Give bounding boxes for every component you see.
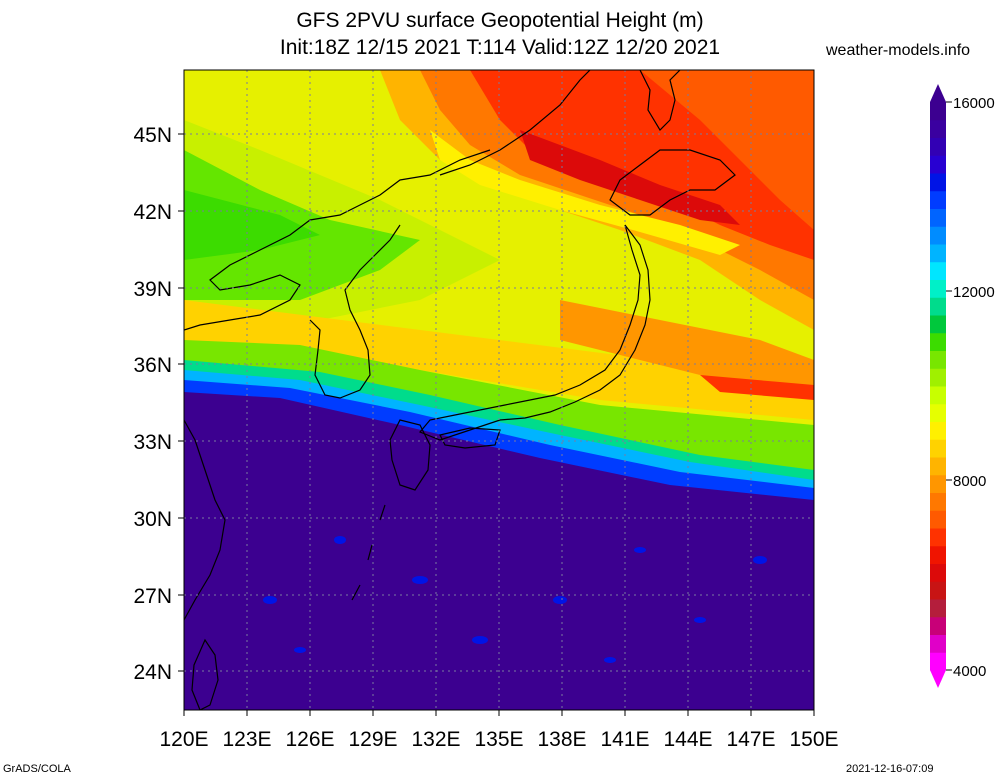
colorbar-cell <box>930 102 946 121</box>
footer-credit: GrADS/COLA <box>3 763 71 775</box>
lat-tick-label: 36N <box>133 354 172 377</box>
colorbar-tick-label: 4000 <box>953 663 986 680</box>
colorbar-cell <box>930 350 946 369</box>
lat-tick-label: 24N <box>133 661 172 684</box>
colorbar-cell <box>930 137 946 156</box>
lat-tick-label: 33N <box>133 431 172 454</box>
colorbar-tick-label: 12000 <box>953 284 995 301</box>
map-subtitle: Init:18Z 12/15 2021 T:114 Valid:12Z 12/2… <box>279 36 721 59</box>
colorbar-cell <box>930 528 946 547</box>
colorbar-cell <box>930 492 946 511</box>
gridlines <box>184 70 814 710</box>
colorbar-bottom-arrow <box>930 670 946 688</box>
lon-tick-label: 144E <box>663 728 712 751</box>
lon-tick-label: 132E <box>411 728 460 751</box>
lon-tick-label: 126E <box>285 728 334 751</box>
source-label: weather-models.info <box>826 42 971 59</box>
lon-tick-label: 147E <box>726 728 775 751</box>
colorbar-cell <box>930 332 946 351</box>
lat-tick-label: 30N <box>133 508 172 531</box>
tick-marks <box>178 133 815 716</box>
lat-tick-label: 27N <box>133 585 172 608</box>
colorbar-cell <box>930 457 946 476</box>
colorbar-cell <box>930 616 946 635</box>
lon-tick-label: 138E <box>537 728 586 751</box>
lon-tick-label: 141E <box>600 728 649 751</box>
colorbar-cell <box>930 474 946 493</box>
lat-tick-label: 39N <box>133 278 172 301</box>
colorbar-tick-label: 8000 <box>953 473 986 490</box>
colorbar-cell <box>930 439 946 458</box>
lon-tick-label: 123E <box>222 728 271 751</box>
colorbar-tick-label: 16000 <box>953 95 995 112</box>
colorbar: 16000 12000 8000 4000 <box>930 84 995 688</box>
colorbar-cell <box>930 403 946 422</box>
colorbar-cell <box>930 244 946 263</box>
lon-tick-labels: 120E 123E 126E 129E 132E 135E 138E 141E … <box>159 728 838 751</box>
colorbar-cell <box>930 315 946 334</box>
lat-tick-label: 42N <box>133 201 172 224</box>
colorbar-cell <box>930 634 946 653</box>
colorbar-cell <box>930 652 946 671</box>
colorbar-top-arrow <box>930 84 946 102</box>
lat-tick-label: 45N <box>133 124 172 147</box>
lat-tick-labels: 45N 42N 39N 36N 33N 30N 27N 24N <box>133 124 172 684</box>
coastlines <box>184 70 736 710</box>
colorbar-cell <box>930 510 946 529</box>
colorbar-cell <box>930 279 946 298</box>
colorbar-cell <box>930 208 946 227</box>
colorbar-cell <box>930 190 946 209</box>
colorbar-cell <box>930 119 946 138</box>
colorbar-cell <box>930 599 946 618</box>
colorbar-cell <box>930 421 946 440</box>
map-title: GFS 2PVU surface Geopotential Height (m) <box>296 9 704 32</box>
colorbar-cell <box>930 226 946 245</box>
colorbar-cell <box>930 581 946 600</box>
colorbar-cell <box>930 155 946 174</box>
colorbar-cell <box>930 563 946 582</box>
colorbar-cell <box>930 297 946 316</box>
colorbar-cell <box>930 173 946 192</box>
colorbar-cell <box>930 261 946 280</box>
colorbar-cell <box>930 386 946 405</box>
lon-tick-label: 135E <box>474 728 523 751</box>
footer-timestamp: 2021-12-16-07:09 <box>846 763 934 775</box>
colorbar-cell <box>930 368 946 387</box>
lon-tick-label: 120E <box>159 728 208 751</box>
colorbar-cell <box>930 545 946 564</box>
lon-tick-label: 150E <box>789 728 838 751</box>
lon-tick-label: 129E <box>348 728 397 751</box>
